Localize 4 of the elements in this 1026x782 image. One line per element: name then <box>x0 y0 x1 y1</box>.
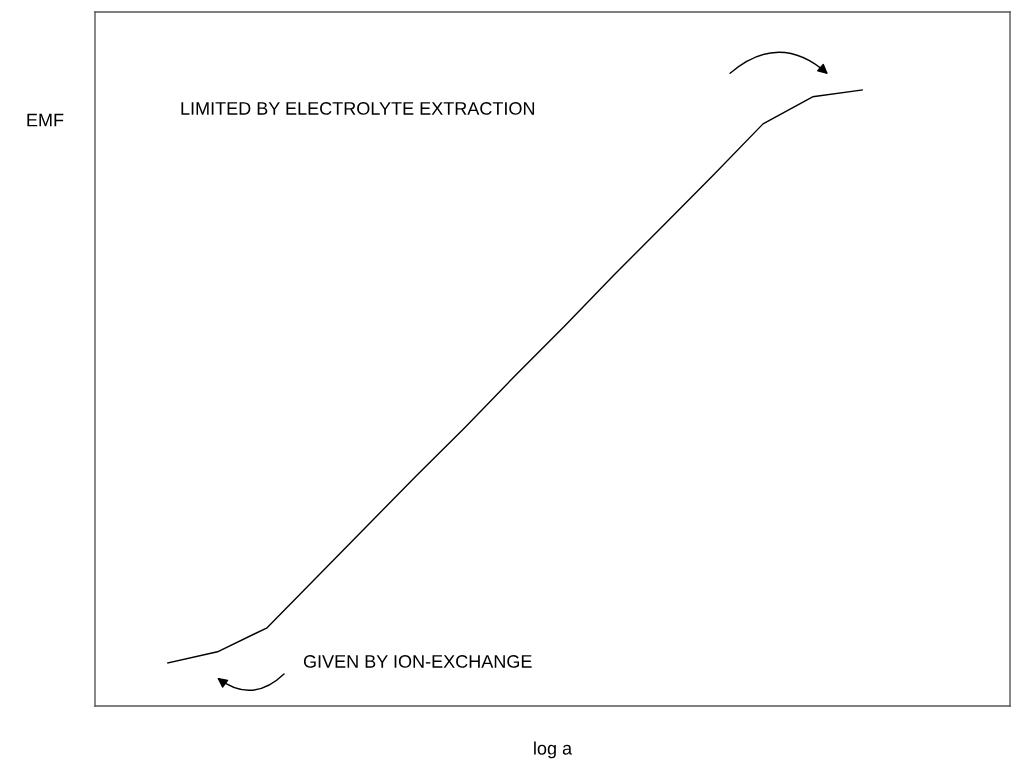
x-axis-title: log a <box>534 741 573 759</box>
annotation: LIMITED BY ELECTROLYTE EXTRACTION <box>181 102 535 115</box>
y-axis-title: EMF <box>27 113 64 127</box>
annotation: GIVEN BY ION-EXCHANGE <box>303 655 532 668</box>
